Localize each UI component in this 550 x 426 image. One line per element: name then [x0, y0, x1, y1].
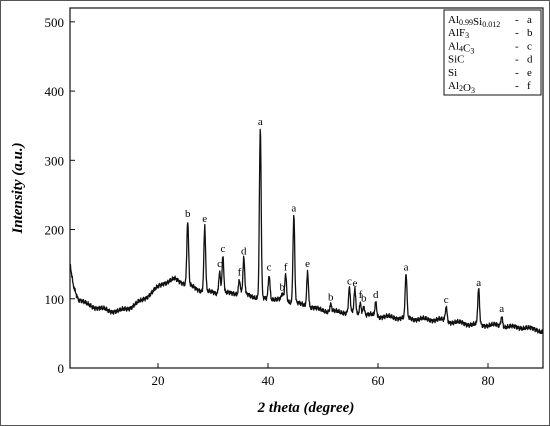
legend-symbol: e: [527, 67, 532, 79]
legend-dash: -: [515, 14, 519, 26]
peak-label-d: d: [241, 246, 247, 258]
legend-dash: -: [515, 40, 519, 52]
y-tick-label: 500: [45, 15, 65, 30]
peak-label-b: b: [328, 291, 334, 303]
peak-label-c: c: [267, 262, 272, 274]
y-axis-label: Intensity (a.u.): [10, 142, 26, 234]
legend-entry-label: Si: [448, 67, 457, 79]
plot-area: [69, 7, 544, 369]
legend-dash: -: [515, 80, 519, 92]
legend-box: [443, 9, 542, 96]
peak-label-e: e: [202, 213, 207, 225]
peak-label-c: c: [217, 258, 222, 270]
peak-label-f: f: [238, 266, 242, 278]
y-tick-label: 300: [45, 153, 65, 168]
peak-label-e: e: [305, 258, 310, 270]
y-tick-label: 0: [58, 361, 65, 376]
legend-entry-label: AlF3: [448, 27, 469, 40]
legend-dash: -: [515, 27, 519, 39]
legend-symbol: c: [527, 40, 532, 52]
peak-label-e: e: [352, 277, 357, 289]
peak-label-b: b: [280, 282, 286, 294]
x-tick-label: 60: [372, 373, 385, 388]
peak-label-c: c: [220, 243, 225, 255]
peak-label-f: f: [284, 262, 288, 274]
peak-label-a: a: [476, 277, 481, 289]
peak-label-c: c: [347, 275, 352, 287]
y-tick-label: 100: [45, 292, 65, 307]
peak-label-c: c: [444, 294, 449, 306]
y-tick-label: 200: [45, 223, 65, 238]
legend-symbol: a: [527, 14, 532, 26]
peak-label-b: b: [361, 293, 367, 305]
legend-symbol: f: [527, 80, 531, 92]
x-tick-label: 80: [482, 373, 495, 388]
peak-label-f: f: [359, 289, 363, 301]
x-axis-label: 2 theta (degree): [257, 400, 355, 416]
legend-dash: -: [515, 67, 519, 79]
x-tick-label: 20: [152, 373, 165, 388]
peak-label-a: a: [291, 203, 296, 215]
peak-label-b: b: [185, 208, 191, 220]
legend-entry-label: Al4C3: [448, 40, 474, 55]
legend-dash: -: [515, 54, 519, 66]
legend-entry-label: Al0.99Si0.012: [448, 14, 500, 29]
peak-label-a: a: [258, 116, 263, 128]
legend-symbol: d: [527, 54, 533, 66]
peak-label-d: d: [373, 289, 379, 301]
x-tick-label: 40: [262, 373, 275, 388]
legend-entry-label: SiC: [448, 54, 465, 66]
legend-entry-label: Al2O3: [448, 80, 475, 95]
peak-label-a: a: [499, 303, 504, 315]
xrd-pattern-line: [69, 128, 544, 335]
y-tick-label: 400: [45, 84, 65, 99]
legend-symbol: b: [527, 27, 533, 39]
peak-label-a: a: [404, 262, 409, 274]
